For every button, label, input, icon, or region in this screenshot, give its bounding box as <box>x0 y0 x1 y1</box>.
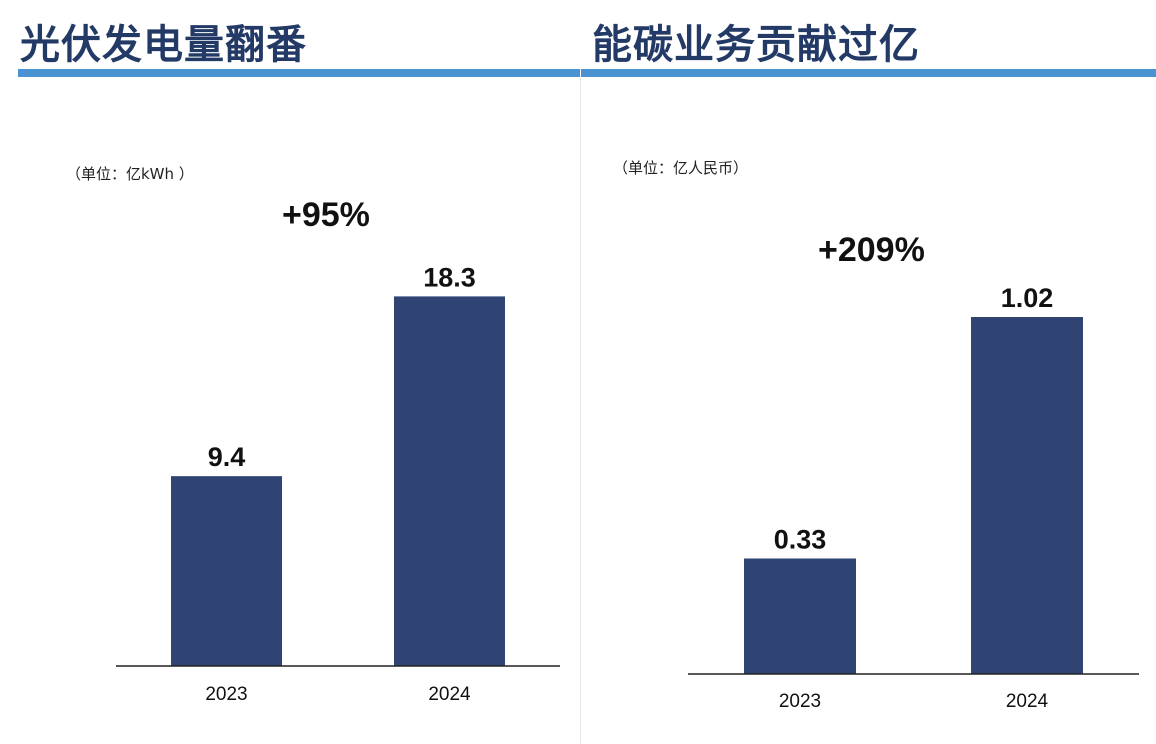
panel-title: 光伏发电量翻番 <box>20 22 307 68</box>
growth-annotation: +95% <box>282 196 370 234</box>
bar-2023 <box>171 476 282 666</box>
bar-2024 <box>394 296 505 666</box>
right-panel: 能碳业务贡献过亿 （单位：亿人民币） +209% 0.33 2023 1.02 202… <box>581 0 1156 744</box>
bar-2024 <box>971 317 1083 674</box>
value-label: 9.4 <box>208 442 246 472</box>
category-label: 2023 <box>779 691 821 712</box>
value-label: 0.33 <box>774 525 827 555</box>
category-label: 2023 <box>205 684 247 705</box>
category-label: 2024 <box>428 684 471 705</box>
category-label: 2024 <box>1006 691 1049 712</box>
panel-divider <box>580 78 581 744</box>
bar-chart-carbon-revenue: 0.33 2023 1.02 2024 <box>688 283 1139 712</box>
growth-annotation: +209% <box>818 231 925 269</box>
unit-label: （单位：亿人民币） <box>613 159 749 177</box>
value-label: 18.3 <box>423 262 476 292</box>
unit-label: （单位：亿kWh ） <box>66 165 194 183</box>
bar-chart-pv-generation: 9.4 2023 18.3 2024 <box>116 262 560 705</box>
title-underline <box>18 69 580 77</box>
value-label: 1.02 <box>1001 283 1054 313</box>
title-underline <box>581 69 1156 77</box>
panel-title: 能碳业务贡献过亿 <box>592 22 920 68</box>
left-panel: 光伏发电量翻番 （单位：亿kWh ） +95% 9.4 2023 18.3 2024 <box>18 22 580 705</box>
bar-2023 <box>744 558 856 674</box>
